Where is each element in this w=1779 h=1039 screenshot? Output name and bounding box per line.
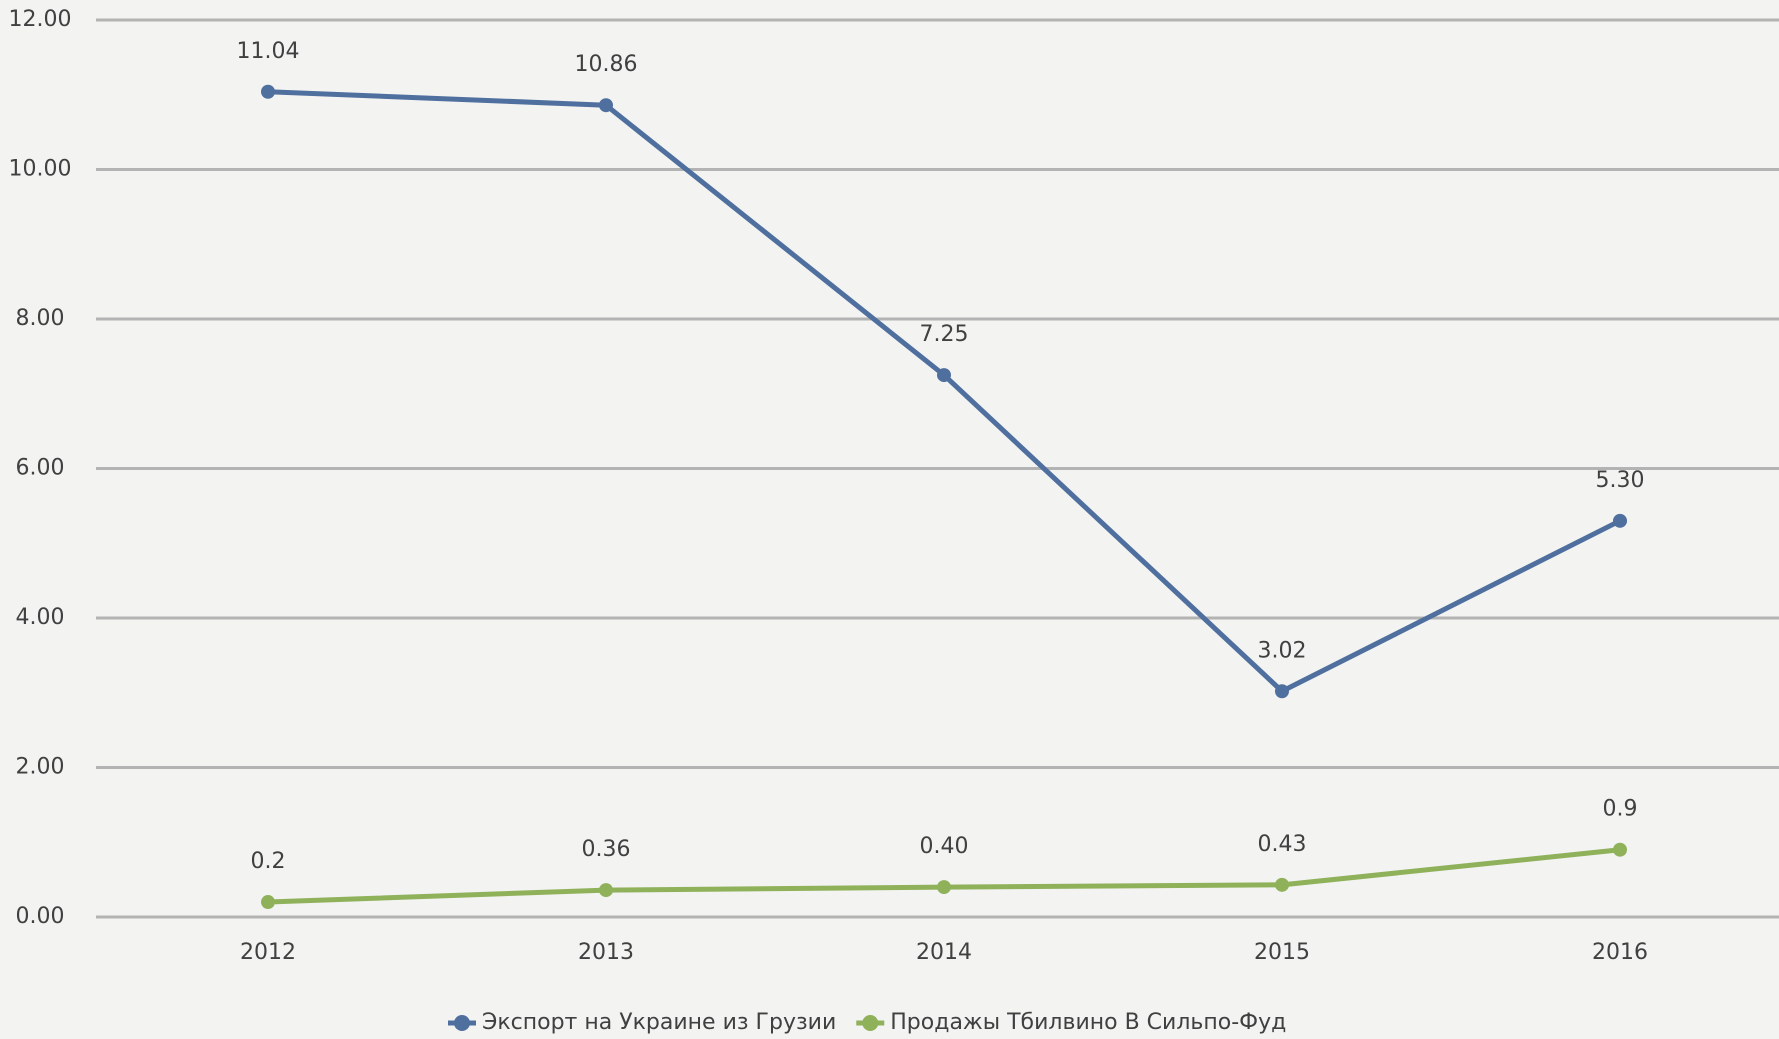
series-line [267,89,1622,694]
y-tick-label: 12.00 [9,7,72,32]
data-point [937,368,951,383]
x-tick-label: 2014 [916,940,972,965]
data-label: 7.25 [920,322,969,347]
data-label: 0.2 [251,849,286,874]
legend-label: Продажы Тбилвино В Сильпо-Фуд [890,1010,1286,1035]
data-label: 3.02 [1258,638,1307,663]
data-label: 0.9 [1603,797,1638,822]
x-tick-label: 2013 [578,940,634,965]
y-tick-label: 0.00 [16,904,65,929]
x-tick-label: 2012 [240,940,296,965]
data-point [261,84,275,99]
data-point [937,880,951,895]
x-tick-label: 2015 [1254,940,1310,965]
y-tick-label: 10.00 [9,157,72,182]
y-tick-label: 6.00 [16,456,65,481]
data-point [1275,877,1289,892]
data-point [261,895,275,910]
y-tick-label: 4.00 [16,605,65,630]
data-label: 11.04 [237,39,300,64]
y-tick-label: 2.00 [16,755,65,780]
data-point [599,883,613,898]
legend-marker [454,1015,470,1031]
data-point [1275,684,1289,699]
data-label: 0.43 [1258,832,1307,857]
x-tick-label: 2016 [1592,940,1648,965]
data-label: 0.36 [582,837,631,862]
data-point [1613,513,1627,528]
data-point [1613,842,1627,857]
data-point [599,98,613,113]
legend-marker [862,1015,879,1031]
data-label: 0.40 [920,834,969,859]
legend-label: Экспорт на Украине из Грузии [482,1010,836,1035]
data-label: 5.30 [1596,468,1645,493]
data-label: 10.86 [575,52,638,77]
y-tick-label: 8.00 [16,306,65,331]
